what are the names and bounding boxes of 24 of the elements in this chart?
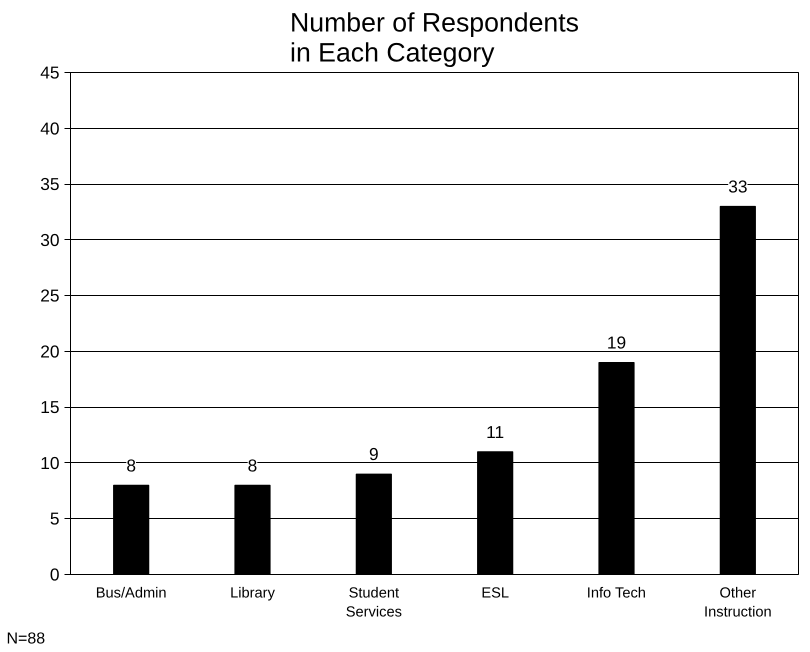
data-label: 11: [486, 422, 504, 442]
y-tick-label: 20: [40, 341, 60, 362]
x-tick-label: Library: [230, 586, 276, 602]
data-label: 19: [606, 332, 626, 353]
y-tick-label: 25: [40, 286, 60, 306]
y-tick-label: 45: [40, 62, 60, 82]
y-tick-label: 15: [40, 397, 60, 418]
data-label: 9: [369, 444, 379, 464]
y-tick-label: 0: [50, 564, 60, 584]
y-tick-label: 10: [40, 452, 60, 473]
data-label: 33: [728, 176, 748, 196]
x-tick-label: Info Tech: [586, 586, 646, 602]
data-label: 8: [126, 455, 136, 476]
y-tick-label: 40: [40, 118, 60, 138]
y-tick-label: 35: [40, 174, 60, 194]
x-tick-label: Bus/Admin: [96, 586, 167, 602]
x-tick-label: ESL: [481, 586, 510, 602]
y-tick-label: 30: [40, 230, 60, 250]
x-tick-label: Other Instruction: [704, 586, 772, 621]
x-tick-label: Student Services: [346, 586, 402, 621]
text: N=88: [6, 630, 46, 648]
y-tick-label: 5: [50, 508, 60, 529]
data-label: 8: [248, 455, 258, 476]
chart-title: Number of Respondents in Each Category: [290, 8, 579, 68]
